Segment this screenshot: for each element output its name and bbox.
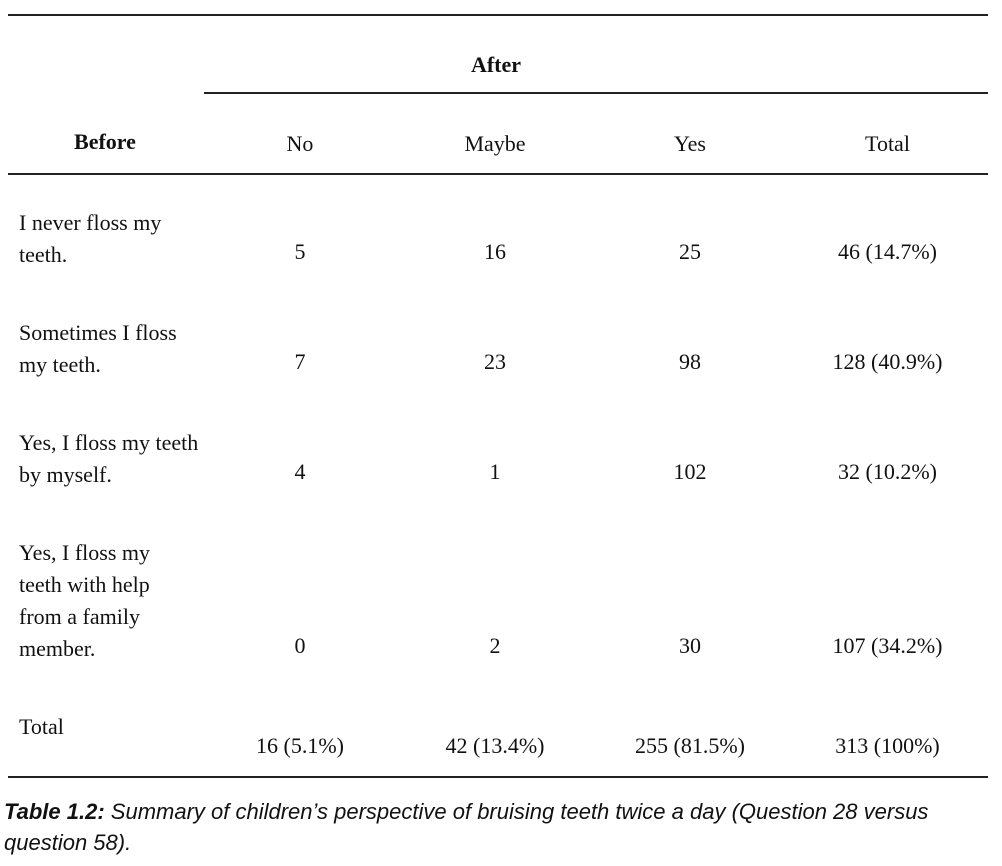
table-cell: 313 (100%) (835, 733, 940, 758)
table-cell: 0 (294, 633, 306, 658)
table-cell: 98 (679, 349, 701, 374)
header-rule (8, 173, 988, 175)
table-cell: 102 (673, 459, 707, 484)
table-cell: 16 (484, 239, 506, 264)
table-cell: 7 (294, 349, 306, 374)
row-label: I never floss my teeth. (19, 210, 162, 267)
caption-text: Summary of children’s perspective of bru… (4, 799, 929, 855)
column-header-yes: Yes (673, 131, 706, 156)
row-label: Yes, I floss my teeth by myself. (19, 430, 199, 487)
table-cell: 107 (34.2%) (832, 633, 943, 658)
row-label: Sometimes I floss my teeth. (19, 320, 177, 377)
table-cell: 2 (489, 633, 501, 658)
table-cell: 4 (294, 459, 306, 484)
top-rule (8, 14, 988, 16)
column-header-no: No (286, 131, 314, 156)
row-label-total: Total (19, 714, 64, 739)
table-cell: 5 (294, 239, 306, 264)
row-label: Yes, I floss my teeth with help from a f… (19, 540, 151, 661)
column-header-maybe: Maybe (464, 131, 526, 156)
table-cell: 16 (5.1%) (256, 733, 344, 758)
table-cell: 42 (13.4%) (445, 733, 545, 758)
table-caption: Table 1.2: Summary of children’s perspec… (4, 796, 996, 858)
table-cell: 32 (10.2%) (838, 459, 937, 484)
table-cell: 25 (679, 239, 701, 264)
column-header-total: Total (865, 131, 910, 156)
table-cell: 23 (484, 349, 506, 374)
after-rule (204, 92, 988, 94)
before-header: Before (74, 129, 136, 154)
table-cell: 30 (679, 633, 701, 658)
table-cell: 255 (81.5%) (635, 733, 745, 758)
table-cell: 1 (489, 459, 501, 484)
table-cell: 46 (14.7%) (838, 239, 937, 264)
after-header: After (470, 52, 522, 77)
table-cell: 128 (40.9%) (832, 349, 943, 374)
caption-lead: Table 1.2: (4, 799, 105, 824)
bottom-rule (8, 776, 988, 778)
